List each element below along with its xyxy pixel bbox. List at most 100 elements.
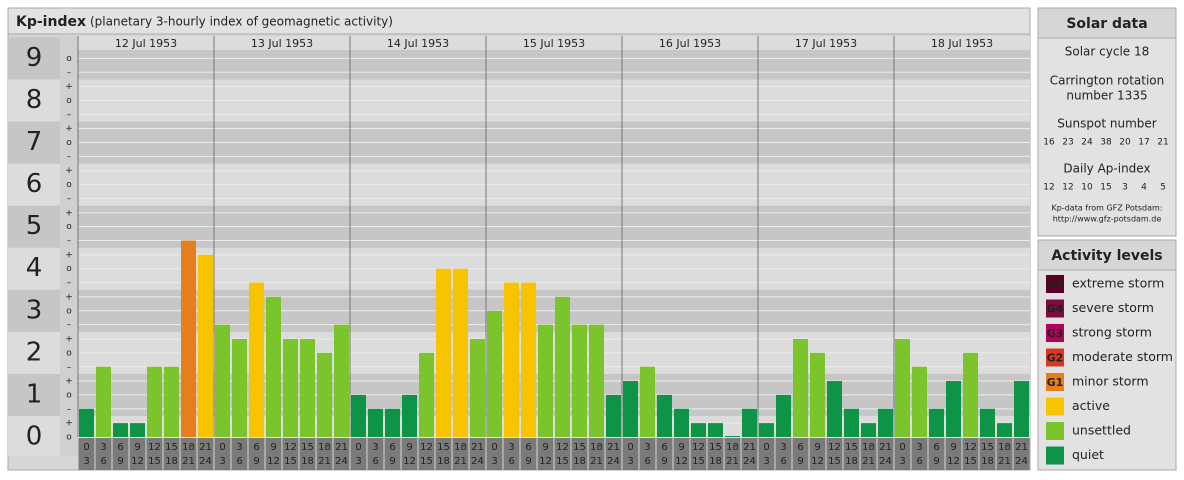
y-minor-tick-label: – [67,152,72,162]
hour-cell [214,438,231,470]
hour-label: 6 [661,442,667,453]
bar [334,324,349,437]
carrington: number 1335 [1066,89,1147,103]
hour-cell [265,438,282,470]
hour-cell [350,438,367,470]
hour-cell [605,438,622,470]
hour-label: 3 [508,442,514,453]
hour-label: 12 [539,456,552,467]
hour-label: 12 [403,456,416,467]
bar [555,296,570,437]
y-label-band [8,121,60,164]
hour-label: 18 [318,442,331,453]
y-minor-tick-label: – [67,68,72,78]
hour-label: 12 [811,456,824,467]
hour-label: 15 [709,442,722,453]
hour-label: 21 [879,442,892,453]
y-label-band [8,289,60,332]
level-swatch [1046,324,1064,342]
hour-label: 6 [916,456,922,467]
bar [453,268,468,437]
y-minor-tick-label: – [67,320,72,330]
y-tick-label: 1 [26,379,43,409]
solar-header [1037,7,1177,39]
hour-label: 3 [236,442,242,453]
hour-label: 21 [607,442,620,453]
hour-label: 9 [950,442,956,453]
hour-label: 3 [372,442,378,453]
sunspot-value: 21 [1157,138,1168,148]
hour-cell [962,438,979,470]
bar [198,254,213,437]
hour-label: 18 [573,456,586,467]
hour-label: 18 [981,456,994,467]
date-header [78,36,1030,50]
hour-cell [367,438,384,470]
hour-cell [673,438,690,470]
y-minor-tick-label: – [67,362,72,372]
level-name: active [1072,398,1110,413]
hour-label: 21 [182,456,195,467]
y-minor-tick-label: – [67,194,72,204]
hour-label: 9 [678,442,684,453]
bar [147,366,162,437]
hour-label: 6 [372,456,378,467]
ap-value: 15 [1100,183,1111,193]
hour-cell [707,438,724,470]
sunspot-title: Sunspot number [1057,117,1156,131]
hour-label: 9 [406,442,412,453]
hour-cell [112,438,129,470]
levels-header [1037,239,1177,271]
hour-label: 21 [590,456,603,467]
hour-label: 24 [879,456,892,467]
y-tick-label: 2 [26,337,43,367]
hour-label: 15 [845,442,858,453]
hour-cell [401,438,418,470]
ap-value: 12 [1043,183,1054,193]
ap-value: 10 [1081,183,1093,193]
bar [504,282,519,437]
hour-cell [792,438,809,470]
y-label-band [8,373,60,416]
bar [657,394,672,437]
bar [640,366,655,437]
hour-cell [979,438,996,470]
bar [164,366,179,437]
hour-cell [894,438,911,470]
hour-cell [622,438,639,470]
hour-cell [996,438,1013,470]
y-label-band [8,415,60,456]
hour-cell [690,438,707,470]
hour-label: 12 [420,442,433,453]
level-swatch [1046,299,1064,318]
bar [79,408,94,437]
bar [300,338,315,437]
bar [96,366,111,437]
y-minor-tick-label: – [67,404,72,414]
hour-label: 9 [814,442,820,453]
bar [232,338,247,437]
hour-label: 15 [828,456,841,467]
hour-cell [911,438,928,470]
level-code: G1 [1047,376,1064,389]
level-name: extreme storm [1072,276,1164,291]
hour-cell [282,438,299,470]
y-minor-tick-label: – [67,278,72,288]
solar-title: Solar data [1066,16,1147,32]
y-minor-tick-label: o [66,138,72,148]
hour-label: 9 [797,456,803,467]
chart-subtitle: (planetary 3-hourly index of geomagnetic… [90,15,393,29]
y-tick-label: 0 [26,422,43,452]
hour-label: 3 [899,456,905,467]
hour-label: 15 [981,442,994,453]
level-name: strong storm [1072,325,1152,340]
hour-cell [571,438,588,470]
bar [368,408,383,437]
hour-label: 15 [165,442,178,453]
hour-label: 9 [117,456,123,467]
hour-cell [129,438,146,470]
y-minor-tick-label: – [67,110,72,120]
hour-cell [503,438,520,470]
bar [963,352,978,437]
